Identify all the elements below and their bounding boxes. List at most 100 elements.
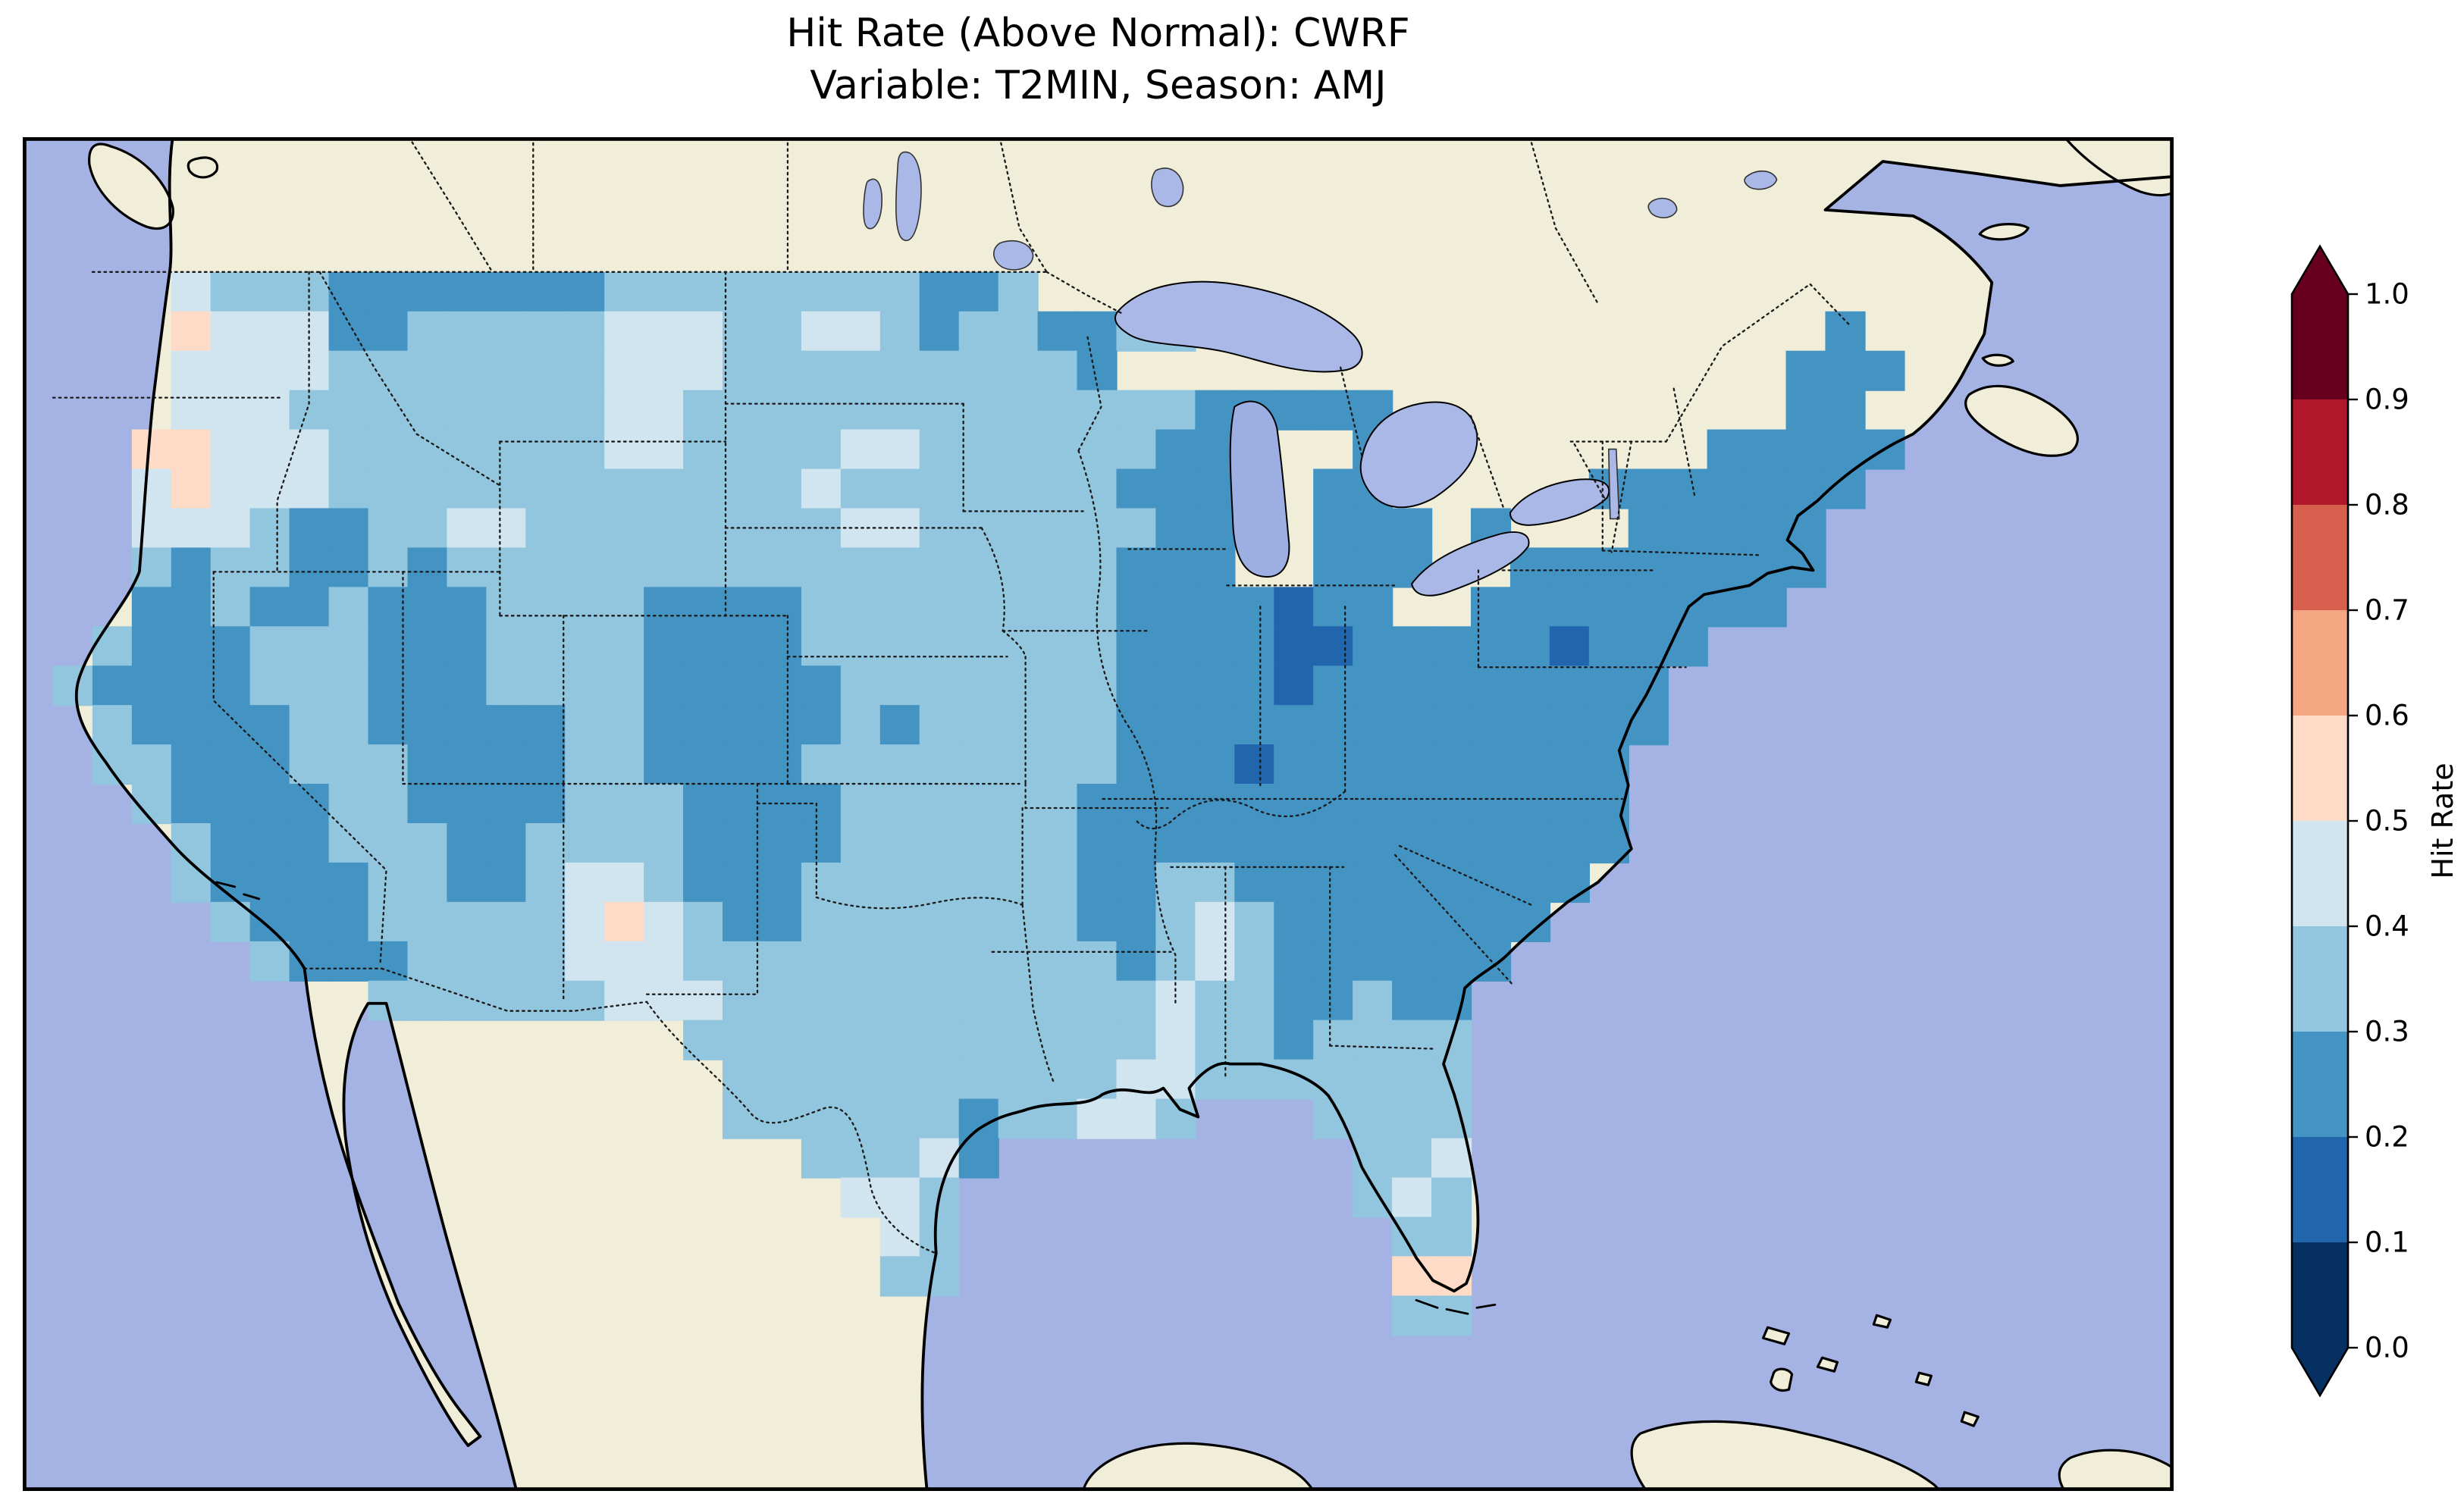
hit-rate-cell [723,862,763,904]
hit-rate-cell [1470,626,1512,667]
hit-rate-cell [723,941,763,982]
hit-rate-cell [565,980,606,1021]
hit-rate-cell [683,784,724,825]
hit-rate-cell [1116,587,1157,628]
hit-rate-cell [1077,390,1118,431]
hit-rate-cell [801,941,842,982]
hit-rate-cell [1431,822,1472,864]
hit-rate-cell [407,311,448,352]
hit-rate-cell [565,468,606,509]
hit-rate-cell [368,350,409,391]
hit-rate-cell [1588,666,1629,706]
hit-rate-cell [801,311,842,352]
hit-rate-cell [1353,784,1393,825]
border-line [1393,853,1515,986]
hit-rate-cell [1667,468,1708,509]
hit-rate-cell [328,626,369,667]
hit-rate-cell [171,390,212,431]
hit-rate-cell [1195,468,1236,509]
hit-rate-cell [1509,666,1551,706]
hit-rate-cell [447,744,487,785]
hit-rate-cell [447,666,487,706]
hit-rate-cell [1116,390,1157,431]
hit-rate-cell [328,429,369,470]
hit-rate-cell [565,547,606,588]
hit-rate-cell [604,705,645,746]
hit-rate-cell [1313,784,1354,825]
hit-rate-cell [683,666,724,706]
hit-rate-cell [879,1098,920,1139]
colorbar-segment [2292,505,2348,612]
hit-rate-cell [879,547,920,588]
border-line [1077,336,1102,452]
hit-rate-cell [368,705,409,746]
hit-rate-cell [1077,508,1118,549]
hit-rate-cell [919,1059,960,1100]
hit-rate-cell [1195,941,1236,982]
hit-rate-cell [1628,468,1669,509]
hit-rate-cell [92,626,133,667]
hit-rate-cell [998,784,1039,825]
hit-rate-cell [131,744,172,785]
hit-rate-cell [1353,1019,1393,1060]
border-line [980,527,1005,632]
hit-rate-cell [801,1059,842,1100]
hit-rate-cell [1195,666,1236,706]
figure-title: Hit Rate (Above Normal): CWRF Variable: … [23,8,2174,111]
hit-rate-cell [447,350,487,391]
hit-rate-cell [525,390,566,431]
hit-rate-cell [210,311,251,352]
hit-rate-cell [1195,784,1236,825]
hit-rate-cell [761,587,803,628]
hit-rate-cell [1037,350,1078,391]
hit-rate-cell [840,547,882,588]
hit-rate-cell [644,508,685,549]
hit-rate-cell [1353,941,1393,982]
hit-rate-cell [723,980,763,1021]
hit-rate-cell [1470,822,1512,864]
hit-rate-cell [958,705,999,746]
hit-rate-cell [368,862,409,904]
hit-rate-cell [171,271,212,312]
hit-rate-cell [1707,429,1748,470]
hit-rate-cell [1195,508,1236,549]
hit-rate-cell [1116,901,1157,943]
hit-rate-cell [210,626,251,667]
hit-rate-cell [289,626,330,667]
hit-rate-cell [171,587,212,628]
hit-rate-cell [879,311,920,352]
hit-rate-cell [723,626,763,667]
hit-rate-cell [249,901,290,943]
hit-rate-cell [328,547,369,588]
hit-rate-cell [210,390,251,431]
hit-rate-cell [1037,744,1078,785]
hit-rate-cell [210,508,251,549]
hit-rate-cell [249,822,290,864]
hit-rate-cell [604,508,645,549]
hit-rate-cell [407,862,448,904]
hit-rate-cell [958,1019,999,1060]
hit-rate-cell [1313,980,1354,1021]
hit-rate-cell [998,1019,1039,1060]
hit-rate-cell [840,744,882,785]
hit-rate-cell [328,901,369,943]
hit-rate-cell [1470,587,1512,628]
hit-rate-cell [1353,626,1393,667]
hit-rate-cell [840,862,882,904]
hit-rate-cell [1037,508,1078,549]
colorbar-segments [2292,246,2348,1395]
hit-rate-cell [644,429,685,470]
hit-rate-cell [919,626,960,667]
hit-rate-cell [1628,666,1669,706]
hit-rate-cell [92,666,133,706]
hit-rate-cell [1667,508,1708,549]
hit-rate-cell [998,311,1039,352]
florida-keys-and-islands [215,881,1497,1315]
hit-rate-cell [801,744,842,785]
hit-rate-cell [447,311,487,352]
border-line [815,896,1024,910]
hit-rate-cell [840,271,882,312]
hit-rate-cell [210,666,251,706]
hit-rate-cell [1785,350,1826,391]
hit-rate-cell [1234,862,1275,904]
